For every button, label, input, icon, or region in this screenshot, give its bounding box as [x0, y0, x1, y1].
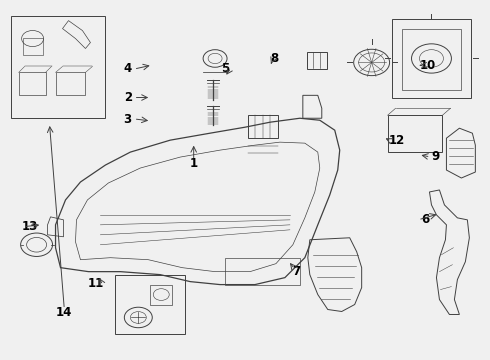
Text: 3: 3 [123, 113, 132, 126]
Text: 2: 2 [123, 91, 132, 104]
Text: 10: 10 [420, 59, 437, 72]
Text: 6: 6 [422, 213, 430, 226]
Text: 4: 4 [123, 62, 132, 75]
Text: 9: 9 [431, 150, 440, 163]
Text: 1: 1 [190, 157, 198, 170]
Text: 7: 7 [292, 265, 300, 278]
Text: 11: 11 [88, 278, 104, 291]
Text: 5: 5 [221, 62, 230, 75]
Text: 12: 12 [389, 134, 405, 147]
Text: 14: 14 [56, 306, 73, 319]
Text: 13: 13 [22, 220, 38, 233]
Text: 8: 8 [270, 51, 278, 64]
